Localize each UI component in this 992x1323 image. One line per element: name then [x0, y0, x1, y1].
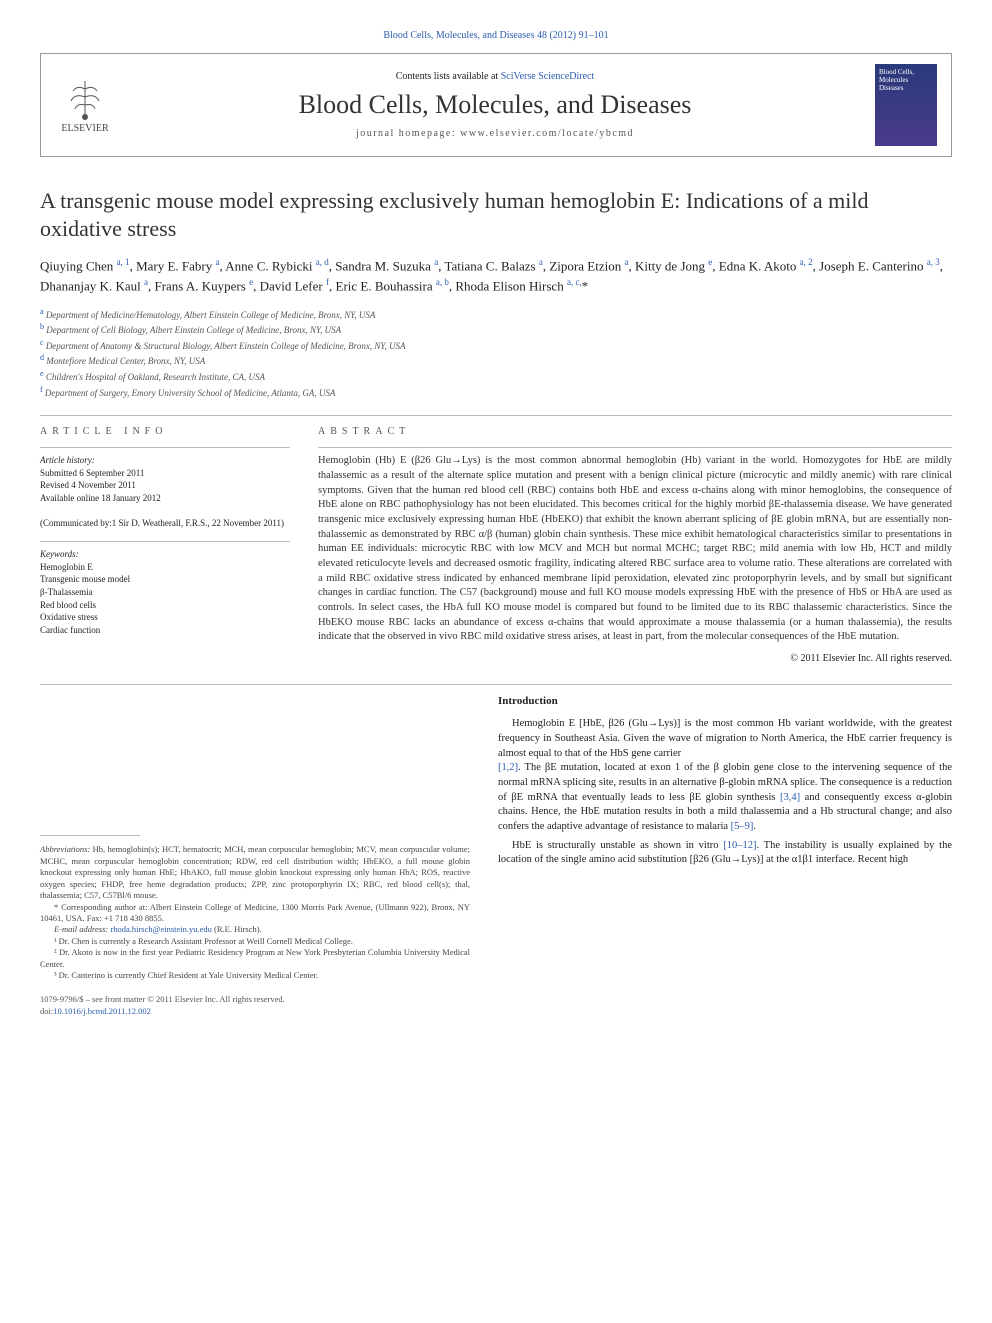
journal-homepage: journal homepage: www.elsevier.com/locat… [115, 128, 875, 139]
keyword: Cardiac function [40, 624, 290, 637]
doi-link[interactable]: 10.1016/j.bcmd.2011.12.002 [53, 1006, 151, 1016]
doi-prefix: doi: [40, 1006, 53, 1016]
divider [40, 415, 952, 416]
article-info-col: article info Article history: Submitted … [40, 426, 290, 664]
communicated-by: (Communicated by:1 Sir D. Weatherall, F.… [40, 517, 290, 530]
footnote-rule [40, 835, 140, 836]
footnote-3: ³ Dr. Canterino is currently Chief Resid… [40, 970, 470, 981]
history-line: Submitted 6 September 2011 [40, 467, 290, 480]
elsevier-tree-icon [63, 77, 107, 121]
journal-name: Blood Cells, Molecules, and Diseases [115, 90, 875, 120]
abstract-text: Hemoglobin (Hb) E (β26 Glu→Lys) is the m… [318, 454, 952, 645]
divider [40, 684, 952, 685]
citation-link[interactable]: [3,4] [780, 792, 800, 803]
email-label: E-mail address: [54, 924, 110, 934]
footnote-1: ¹ Dr. Chen is currently a Research Assis… [40, 936, 470, 947]
keyword: Red blood cells [40, 599, 290, 612]
corresponding-author: * Corresponding author at: Albert Einste… [40, 902, 470, 925]
intro-paragraph-2: HbE is structurally unstable as shown in… [498, 839, 952, 868]
keywords: Keywords: Hemoglobin E Transgenic mouse … [40, 548, 290, 636]
abbreviations-footnote: Abbreviations: Hb, hemoglobin(s); HCT, h… [40, 844, 470, 901]
history-line: Available online 18 January 2012 [40, 492, 290, 505]
keyword: Hemoglobin E [40, 561, 290, 574]
keyword: Oxidative stress [40, 611, 290, 624]
keyword: Transgenic mouse model [40, 573, 290, 586]
journal-citation-header[interactable]: Blood Cells, Molecules, and Diseases 48 … [40, 30, 952, 41]
history-line: Revised 4 November 2011 [40, 479, 290, 492]
article-title: A transgenic mouse model expressing excl… [40, 187, 952, 242]
introduction-heading: Introduction [498, 695, 952, 707]
email-suffix: (R.E. Hirsch). [212, 924, 262, 934]
citation-link[interactable]: [1,2] [498, 762, 518, 773]
divider [40, 447, 290, 448]
article-history: Article history: Submitted 6 September 2… [40, 454, 290, 504]
intro-paragraph-1: Hemoglobin E [HbE, β26 (Glu→Lys)] is the… [498, 717, 952, 835]
keywords-label: Keywords: [40, 548, 290, 561]
doi-line: doi:10.1016/j.bcmd.2011.12.002 [40, 1006, 470, 1018]
contents-prefix: Contents lists available at [396, 71, 501, 82]
abbrev-text: Hb, hemoglobin(s); HCT, hematocrit; MCH,… [40, 844, 470, 900]
divider [318, 447, 952, 448]
divider [40, 541, 290, 542]
history-label: Article history: [40, 454, 290, 467]
citation-link[interactable]: [5–9] [731, 821, 754, 832]
keyword: β-Thalassemia [40, 586, 290, 599]
footnotes: Abbreviations: Hb, hemoglobin(s); HCT, h… [40, 844, 470, 982]
body-columns: Abbreviations: Hb, hemoglobin(s); HCT, h… [40, 695, 952, 1017]
scidirect-link[interactable]: SciVerse ScienceDirect [501, 71, 595, 82]
email-link[interactable]: rhoda.hirsch@einstein.yu.edu [110, 924, 212, 934]
left-body-col: Abbreviations: Hb, hemoglobin(s); HCT, h… [40, 695, 470, 1017]
info-abstract-row: article info Article history: Submitted … [40, 426, 952, 664]
header-center: Contents lists available at SciVerse Sci… [115, 71, 875, 139]
intro-text: . [753, 821, 756, 832]
elsevier-label: ELSEVIER [61, 123, 108, 134]
abstract-copyright: © 2011 Elsevier Inc. All rights reserved… [318, 653, 952, 664]
article-info-header: article info [40, 426, 290, 437]
footnote-2: ² Dr. Akoto is now in the first year Ped… [40, 947, 470, 970]
author-list: Qiuying Chen a, 1, Mary E. Fabry a, Anne… [40, 256, 952, 296]
abbrev-label: Abbreviations: [40, 844, 90, 854]
intro-text: HbE is structurally unstable as shown in… [512, 840, 723, 851]
copyright-doi: 1079-9796/$ – see front matter © 2011 El… [40, 994, 470, 1018]
citation-link[interactable]: [10–12] [723, 840, 756, 851]
email-footnote: E-mail address: rhoda.hirsch@einstein.yu… [40, 924, 470, 935]
abstract-header: abstract [318, 426, 952, 437]
cover-text: Blood Cells, Molecules Diseases [879, 68, 933, 92]
contents-line: Contents lists available at SciVerse Sci… [115, 71, 875, 82]
front-matter: 1079-9796/$ – see front matter © 2011 El… [40, 994, 470, 1006]
right-body-col: Introduction Hemoglobin E [HbE, β26 (Glu… [498, 695, 952, 1017]
abstract-col: abstract Hemoglobin (Hb) E (β26 Glu→Lys)… [318, 426, 952, 664]
elsevier-logo: ELSEVIER [55, 75, 115, 135]
intro-text: Hemoglobin E [HbE, β26 (Glu→Lys)] is the… [498, 717, 952, 761]
journal-header: ELSEVIER Contents lists available at Sci… [40, 53, 952, 157]
affiliation-list: a Department of Medicine/Hematology, Alb… [40, 306, 952, 400]
journal-cover-thumb: Blood Cells, Molecules Diseases [875, 64, 937, 146]
